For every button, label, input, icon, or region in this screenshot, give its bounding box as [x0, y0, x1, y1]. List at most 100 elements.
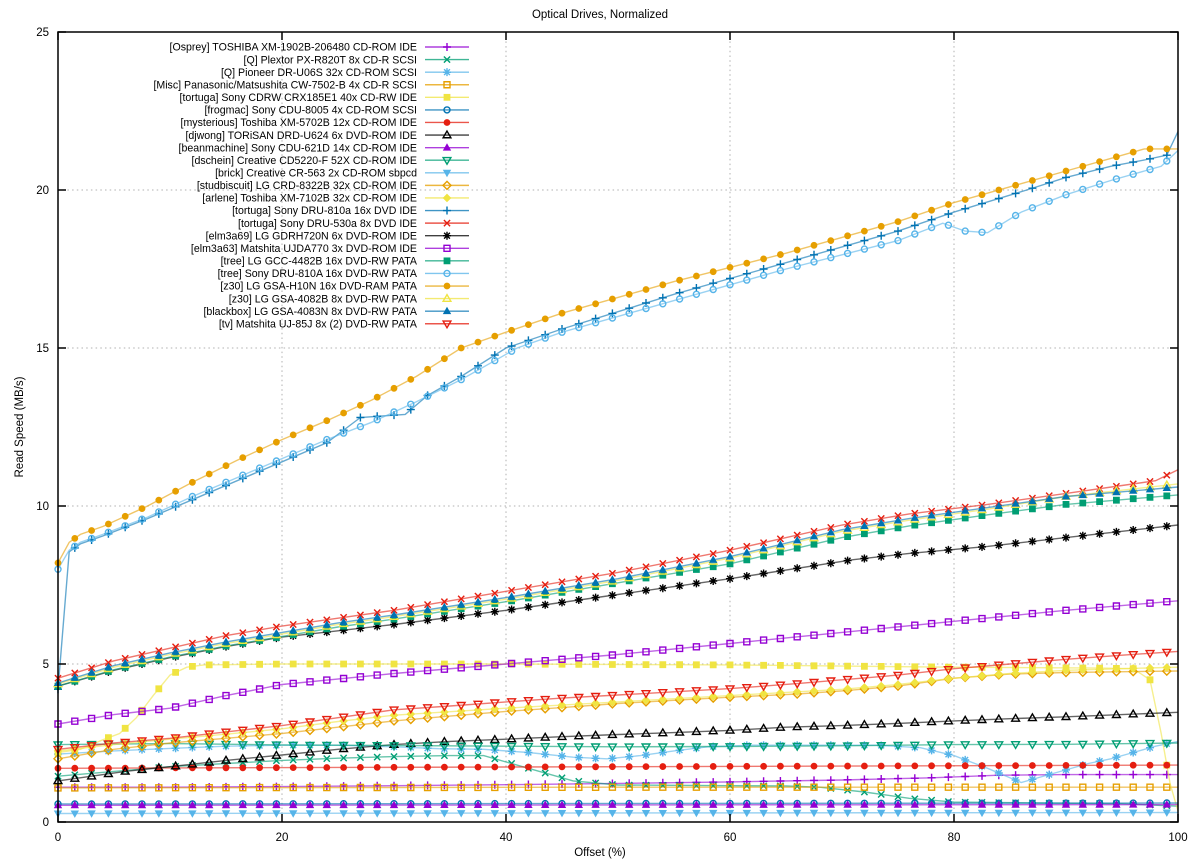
series-markers — [54, 783, 1171, 792]
tick-labels: 0 20 40 60 80 100 0 5 10 15 20 25 — [36, 27, 1187, 844]
legend-marker-triangle-up-filled-icon — [442, 143, 452, 151]
legend-marker-diamond-filled-icon — [442, 193, 452, 203]
legend-entry-15: [elm3a69] LG GDRH720N 6x DVD-ROM IDE — [206, 230, 469, 242]
legend-entry-5: [frogmac] Sony CDU-8005 4x CD-ROM SCSI — [204, 105, 469, 117]
y-tick-label: 20 — [36, 185, 49, 197]
legend-marker-plus-icon — [443, 43, 451, 51]
series-6 — [54, 761, 1179, 772]
series-5 — [54, 799, 1179, 808]
y-tick-label: 0 — [43, 817, 49, 829]
series-markers — [54, 157, 1171, 573]
series-markers — [54, 145, 1171, 567]
legend-entry-14: [tortuga] Sony DRU-530a 8x DVD IDE — [238, 218, 469, 230]
legend-label: [z30] LG GSA-4082B 8x DVD-RW PATA — [229, 293, 418, 305]
y-tick-label: 25 — [36, 27, 49, 39]
legend-marker-plus-icon — [443, 206, 451, 215]
legend-label: [tree] LG GCC-4482B 16x DVD-RW PATA — [221, 256, 418, 268]
legend-entry-22: [tv] Matshita UJ-85J 8x (2) DVD-RW PATA — [219, 318, 469, 330]
series-markers — [54, 492, 1171, 690]
legend-label: [mysterious] Toshiba XM-5702B 12x CD-ROM… — [181, 117, 417, 129]
series-markers — [54, 660, 1171, 769]
legend-label: [elm3a63] Matshita UJDA770 3x DVD-ROM ID… — [191, 243, 417, 255]
legend-marker-square-open-icon — [443, 244, 451, 252]
legend-label: [Osprey] TOSHIBA XM-1902B-206480 CD-ROM … — [170, 42, 417, 54]
legend-marker-square-open-icon — [443, 81, 451, 89]
chart-title: Optical Drives, Normalized — [531, 9, 669, 21]
series-markers — [54, 799, 1171, 808]
legend-entry-13: [tortuga] Sony DRU-810a 16x DVD IDE — [232, 205, 469, 217]
legend-entry-11: [studbiscuit] LG CRD-8322B 32x CD-ROM ID… — [197, 180, 469, 192]
legend-entry-1: [Q] Plextor PX-R820T 8x CD-R SCSI — [244, 54, 469, 66]
legend-entry-10: [brick] Creative CR-563 2x CD-ROM sbpcd — [215, 168, 469, 180]
series-3 — [54, 783, 1178, 792]
legend-marker-triangle-down-open-icon — [441, 320, 453, 330]
x-axis-label: Offset (%) — [574, 847, 626, 859]
legend-label: [tv] Matshita UJ-85J 8x (2) DVD-RW PATA — [219, 318, 418, 330]
y-tick-label: 15 — [36, 343, 49, 355]
series-17 — [54, 492, 1179, 690]
series-line — [57, 494, 1179, 687]
legend-entry-8: [beanmachine] Sony CDU-621D 14x CD-ROM I… — [179, 142, 469, 154]
series-markers — [52, 739, 1172, 753]
legend-marker-triangle-up-open-icon — [441, 293, 453, 302]
legend-marker-triangle-down-open-icon — [441, 156, 453, 166]
x-tick-label: 0 — [55, 832, 61, 844]
y-tick-label: 5 — [43, 659, 49, 671]
series-markers — [53, 800, 1171, 809]
plot-border — [57, 31, 1179, 823]
series-19 — [54, 145, 1178, 567]
legend-entry-21: [blackbox] LG GSA-4083N 8x DVD-RW PATA — [203, 306, 469, 318]
legend-label: [Q] Plextor PX-R820T 8x CD-R SCSI — [244, 54, 417, 66]
legend-marker-square-filled-icon — [443, 93, 451, 101]
legend-entry-16: [elm3a63] Matshita UJDA770 3x DVD-ROM ID… — [191, 243, 469, 255]
legend-entry-4: [tortuga] Sony CDRW CRX185E1 40x CD-RW I… — [180, 92, 469, 104]
series-10 — [53, 809, 1179, 818]
series-line — [57, 600, 1179, 725]
series-markers — [53, 809, 1171, 818]
x-tick-label: 20 — [276, 832, 289, 844]
series-line — [57, 754, 1179, 807]
legend-entry-20: [z30] LG GSA-4082B 8x DVD-RW PATA — [229, 293, 469, 305]
legend-entry-0: [Osprey] TOSHIBA XM-1902B-206480 CD-ROM … — [170, 42, 469, 54]
series-markers — [54, 598, 1171, 728]
legend-entry-19: [z30] LG GSA-H10N 16x DVD-RAM PATA — [220, 281, 469, 293]
legend-label: [arlene] Toshiba XM-7102B 32x CD-ROM IDE — [202, 193, 417, 205]
series-21 — [53, 483, 1179, 686]
legend-label: [Misc] Panasonic/Matsushita CW-7502-B 4x… — [153, 79, 417, 91]
series-8 — [53, 800, 1179, 809]
legend: [Osprey] TOSHIBA XM-1902B-206480 CD-ROM … — [153, 42, 469, 330]
series-11 — [53, 666, 1179, 764]
axis-ticks — [57, 31, 1179, 823]
legend-label: [elm3a69] LG GDRH720N 6x DVD-ROM IDE — [206, 230, 417, 242]
legend-marker-circle-filled-icon — [443, 282, 451, 290]
legend-label: [tree] Sony DRU-810A 16x DVD-RW PATA — [218, 268, 418, 280]
series-4 — [54, 660, 1179, 812]
series-line — [57, 764, 1179, 769]
series-line — [57, 149, 1179, 570]
legend-label: [blackbox] LG GSA-4083N 8x DVD-RW PATA — [203, 306, 417, 318]
legend-label: [tortuga] Sony CDRW CRX185E1 40x CD-RW I… — [180, 92, 417, 104]
legend-entry-18: [tree] Sony DRU-810A 16x DVD-RW PATA — [218, 268, 469, 280]
legend-label: [studbiscuit] LG CRD-8322B 32x CD-ROM ID… — [197, 180, 417, 192]
series-line — [57, 802, 1179, 805]
legend-marker-square-filled-icon — [443, 257, 451, 265]
series-markers — [52, 479, 1172, 688]
legend-marker-circle-open-icon — [443, 106, 451, 114]
legend-label: [djwong] TORiSAN DRD-U624 6x DVD-ROM IDE — [185, 130, 417, 142]
y-tick-label: 10 — [36, 501, 49, 513]
legend-entry-12: [arlene] Toshiba XM-7102B 32x CD-ROM IDE — [202, 193, 469, 205]
legend-marker-triangle-down-filled-icon — [442, 169, 452, 178]
legend-marker-x-icon — [443, 219, 451, 227]
series-13 — [54, 131, 1179, 694]
legend-label: [beanmachine] Sony CDU-621D 14x CD-ROM I… — [179, 142, 417, 154]
legend-label: [frogmac] Sony CDU-8005 4x CD-ROM SCSI — [204, 105, 417, 117]
legend-marker-triangle-up-open-icon — [441, 129, 453, 139]
legend-label: [Q] Pioneer DR-U06S 32x CD-ROM SCSI — [221, 67, 417, 79]
legend-entry-17: [tree] LG GCC-4482B 16x DVD-RW PATA — [221, 256, 469, 268]
legend-label: [tortuga] Sony DRU-810a 16x DVD IDE — [232, 205, 417, 217]
legend-marker-circle-filled-icon — [443, 119, 451, 126]
legend-entry-7: [djwong] TORiSAN DRD-U624 6x DVD-ROM IDE — [185, 129, 469, 142]
y-axis-label: Read Speed (MB/s) — [14, 376, 26, 478]
